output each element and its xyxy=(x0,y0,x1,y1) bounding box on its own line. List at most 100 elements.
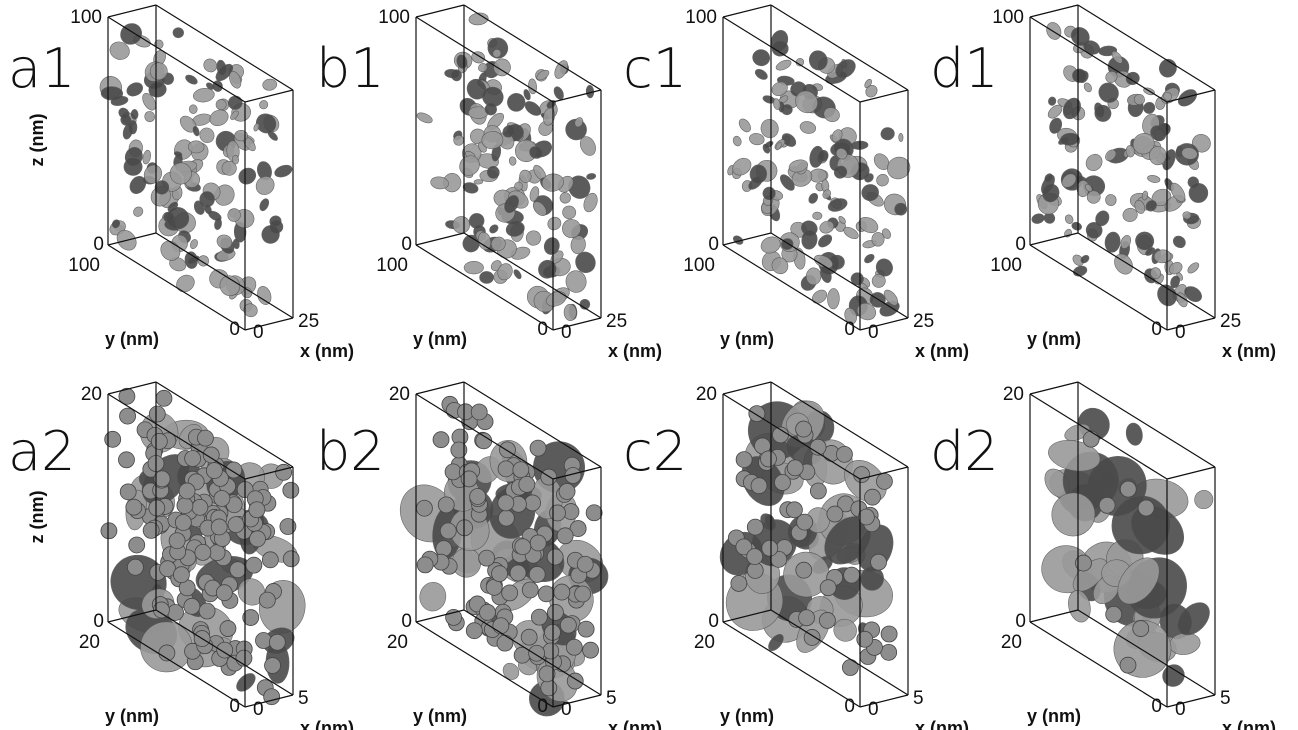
blob xyxy=(230,110,239,120)
blob xyxy=(1064,214,1074,224)
blob xyxy=(811,289,828,304)
box-edge xyxy=(415,393,554,480)
blob xyxy=(124,147,143,167)
blob xyxy=(865,84,878,98)
box-edge xyxy=(770,381,909,468)
box-edge xyxy=(463,4,602,91)
blob xyxy=(487,166,500,179)
sphere xyxy=(520,628,538,646)
x-axis-title: x (nm) xyxy=(915,341,969,361)
blob xyxy=(143,164,162,184)
blob xyxy=(169,257,187,272)
blob xyxy=(481,131,504,150)
blob xyxy=(771,40,789,57)
box-edge xyxy=(244,694,294,708)
blob xyxy=(883,289,899,306)
sphere xyxy=(496,634,514,652)
sphere xyxy=(104,430,122,448)
box-edge xyxy=(1166,317,1216,331)
blob xyxy=(529,186,540,202)
sphere xyxy=(245,556,263,574)
blob xyxy=(524,101,542,116)
blob xyxy=(227,208,241,222)
blob xyxy=(565,270,587,293)
panel-label: d1 xyxy=(930,37,999,100)
blob xyxy=(808,50,828,71)
sphere xyxy=(155,389,173,407)
sphere xyxy=(497,460,515,478)
sphere xyxy=(565,638,583,656)
sphere xyxy=(173,566,190,584)
blob xyxy=(463,261,484,275)
box-edge xyxy=(552,89,602,103)
blob xyxy=(253,123,260,132)
x-max-tick: 25 xyxy=(606,311,627,332)
sphere xyxy=(183,597,201,615)
sphere xyxy=(465,622,483,640)
blob xyxy=(122,123,133,140)
sphere xyxy=(509,564,527,582)
blob xyxy=(1134,199,1146,214)
box-edge xyxy=(859,317,909,331)
sphere xyxy=(819,579,837,597)
blob xyxy=(1132,133,1155,155)
blob xyxy=(216,234,233,249)
y-min-tick: 0 xyxy=(537,319,548,340)
sphere xyxy=(547,604,564,621)
sphere xyxy=(248,501,266,519)
blob xyxy=(818,234,833,248)
sphere xyxy=(118,451,135,469)
blob xyxy=(257,286,272,305)
box-edge xyxy=(770,4,909,91)
blob xyxy=(875,258,893,277)
sphere xyxy=(818,612,836,629)
box-edge xyxy=(155,232,294,319)
blob xyxy=(732,135,742,147)
blob xyxy=(819,220,835,234)
sphere xyxy=(870,553,887,571)
sphere xyxy=(1119,656,1137,674)
box-edge xyxy=(415,381,465,395)
box-edge xyxy=(859,466,909,480)
blob xyxy=(1141,190,1149,201)
blob xyxy=(173,151,183,157)
sphere xyxy=(118,387,136,405)
blob xyxy=(172,27,184,39)
structure-render xyxy=(1031,22,1211,308)
blob xyxy=(453,134,465,146)
blob xyxy=(462,182,479,194)
x-axis-title: x (nm) xyxy=(300,718,354,730)
blob xyxy=(169,162,192,185)
blob xyxy=(861,184,879,202)
blob xyxy=(795,90,818,114)
structure-render xyxy=(399,395,609,717)
sphere xyxy=(876,472,893,490)
blob xyxy=(523,89,531,101)
blob xyxy=(450,69,462,82)
z-min-tick: 0 xyxy=(401,234,412,255)
box-edge xyxy=(1029,4,1079,18)
blob xyxy=(1125,145,1135,158)
sphere xyxy=(750,477,768,495)
blob xyxy=(176,274,195,293)
sphere xyxy=(746,548,764,565)
sphere xyxy=(746,518,764,536)
box-edge xyxy=(552,317,602,331)
box-edge xyxy=(722,16,861,103)
blob xyxy=(416,112,433,124)
blob xyxy=(193,88,215,103)
x-min-tick: 0 xyxy=(868,322,879,343)
box-edge xyxy=(415,244,554,331)
box-edge xyxy=(415,16,554,103)
blob xyxy=(772,98,781,110)
blob xyxy=(492,48,502,58)
blob xyxy=(818,149,829,162)
blob xyxy=(479,271,494,284)
blob xyxy=(1105,71,1118,83)
sphere xyxy=(125,498,143,516)
sphere xyxy=(826,505,844,523)
z-min-tick: 0 xyxy=(1015,611,1026,632)
sphere xyxy=(1098,496,1116,514)
x-max-tick: 25 xyxy=(913,311,934,332)
